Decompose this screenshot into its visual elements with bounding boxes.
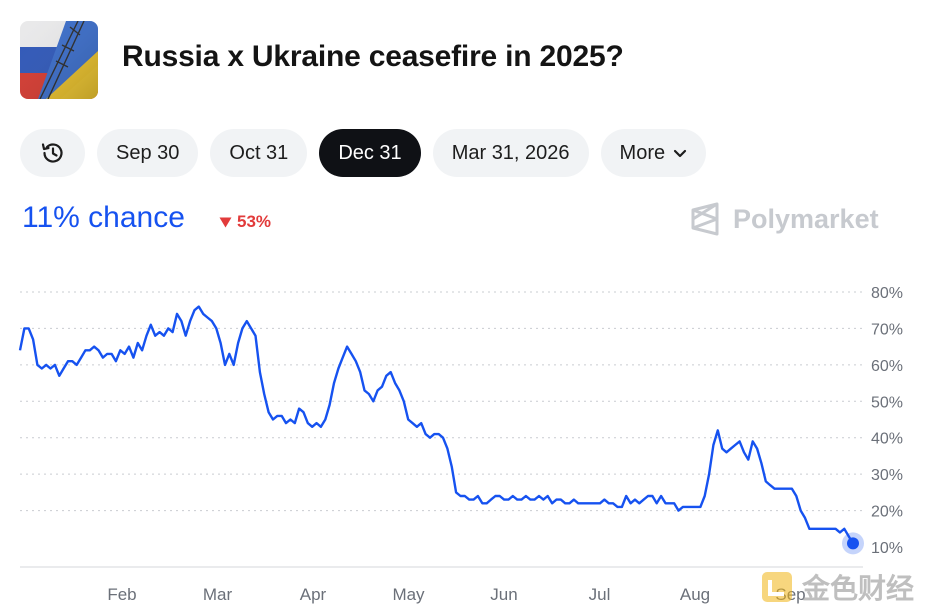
chevron-down-icon [673, 142, 687, 165]
y-tick-label: 60% [871, 358, 903, 375]
market-thumbnail [20, 21, 98, 99]
x-tick-label: Feb [107, 585, 136, 604]
x-tick-label: Jun [490, 585, 517, 604]
history-button[interactable] [20, 129, 85, 177]
page-title: Russia x Ukraine ceasefire in 2025? [122, 40, 624, 73]
y-tick-label: 10% [871, 540, 903, 557]
x-tick-label: May [392, 585, 425, 604]
current-point[interactable] [847, 537, 859, 550]
y-tick-label: 40% [871, 431, 903, 448]
more-dropdown[interactable]: More [600, 129, 707, 177]
jinse-logo-icon [762, 572, 792, 602]
tab-dec-31[interactable]: Dec 31 [319, 129, 421, 177]
y-tick-label: 50% [871, 394, 903, 411]
tab-mar-31-2026[interactable]: Mar 31, 2026 [432, 129, 589, 177]
change-value: 53% [237, 212, 272, 231]
polymarket-logo: Polymarket [690, 202, 879, 236]
x-tick-label: Jul [589, 585, 611, 604]
probability-chart: 80% 70% 60% 50% 40% 30% 20% 10% Feb Mar Apr May Jun J… [18, 285, 903, 604]
y-tick-label: 30% [871, 467, 903, 484]
jinse-watermark: 金色财经 [760, 567, 914, 607]
y-tick-label: 20% [871, 504, 903, 521]
date-tabs: Sep 30 Oct 31 Dec 31 Mar 31, 2026 More [20, 129, 707, 177]
tab-sep-30[interactable]: Sep 30 [97, 129, 199, 177]
down-triangle-icon [219, 217, 232, 227]
more-label: More [619, 141, 666, 164]
history-icon [41, 143, 63, 163]
series-line [18, 305, 855, 545]
x-tick-label: Mar [203, 585, 233, 604]
polymarket-icon [691, 202, 719, 236]
change-badge: 53% [219, 212, 271, 232]
polymarket-wordmark: Polymarket [733, 203, 879, 234]
y-tick-label: 80% [871, 285, 903, 302]
chance-value: 11% chance [22, 201, 185, 234]
y-tick-label: 70% [871, 321, 903, 338]
tab-oct-31[interactable]: Oct 31 [210, 129, 308, 177]
jinse-wordmark: 金色财经 [802, 573, 915, 604]
x-tick-label: Aug [680, 585, 710, 604]
russia-ukraine-flag-image [20, 21, 98, 99]
x-tick-label: Apr [300, 585, 327, 604]
